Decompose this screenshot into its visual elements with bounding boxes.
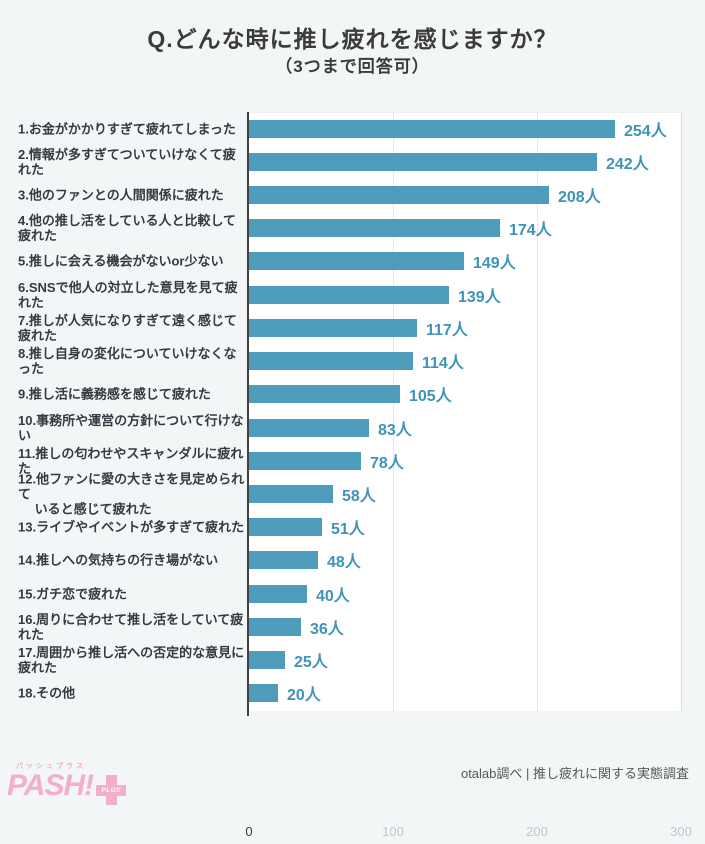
plus-icon-horizontal-bar: PLUS: [96, 785, 127, 796]
bar: [249, 152, 597, 171]
category-label: 12.他ファンに愛の大きさを見定められて いると感じて疲れた: [18, 471, 245, 517]
bar-row: 7.推しが人気になりすぎて遠く感じて疲れた 117人: [0, 311, 705, 344]
bar-chart: 1.お金がかかりすぎて疲れてしまった 254人 2.情報が多すぎてついていけなくて疲…: [0, 112, 705, 839]
category-label: 8.推し自身の変化についていけなくなった: [18, 346, 237, 377]
bar-row: 3.他のファンとの人間関係に疲れた 208人: [0, 178, 705, 211]
value-label: 174人: [509, 222, 552, 240]
bar: [249, 219, 500, 238]
category-label: 17.周囲から推し活への否定的な意見に疲れた: [18, 645, 245, 676]
bar-row: 12.他ファンに愛の大きさを見定められて いると感じて疲れた 58人: [0, 472, 705, 517]
bar-row: 9.推し活に義務感を感じて疲れた 105人: [0, 378, 705, 411]
value-label: 58人: [342, 488, 376, 506]
value-label: 114人: [422, 355, 464, 373]
gridline-100: [393, 113, 394, 711]
category-label: 15.ガチ恋で疲れた: [18, 586, 128, 602]
category-label: 11.推しの匂わせやスキャンダルに疲れた: [18, 445, 244, 476]
page-title: Q.どんな時に推し疲れを感じますか？: [147, 26, 558, 52]
value-label: 48人: [327, 554, 361, 572]
bar-row: 11.推しの匂わせやスキャンダルに疲れた 78人: [0, 444, 705, 477]
value-label: 83人: [378, 421, 412, 439]
bar: [249, 318, 417, 337]
bar-row: 1.お金がかかりすぎて疲れてしまった 254人: [0, 112, 705, 145]
category-label: 9.推し活に義務感を感じて疲れた: [18, 386, 211, 402]
bar-row: 15.ガチ恋で疲れた 40人: [0, 577, 705, 610]
value-label: 149人: [473, 255, 516, 273]
logo-plus-label: PLUS: [101, 787, 121, 794]
value-label: 105人: [409, 388, 452, 406]
x-tick-label: 300: [670, 824, 692, 839]
bar-row: 18.その他 20人: [0, 677, 705, 710]
bar-row: 17.周囲から推し活への否定的な意見に疲れた 25人: [0, 644, 705, 677]
logo-wordmark: PASH!: [7, 769, 94, 802]
category-label: 4.他の推し活をしている人と比較して疲れた: [18, 213, 237, 244]
value-label: 25人: [294, 654, 328, 672]
bar: [249, 684, 278, 703]
bar: [249, 451, 361, 470]
plus-icon: PLUS: [96, 775, 127, 805]
category-label: 18.その他: [18, 685, 76, 701]
bar-row: 10.事務所や運営の方針について行けない 83人: [0, 411, 705, 444]
bar-row: 8.推し自身の変化についていけなくなった 114人: [0, 345, 705, 378]
bar-rows: 1.お金がかかりすぎて疲れてしまった 254人 2.情報が多すぎてついていけなくて疲…: [0, 112, 705, 710]
bar-row: 5.推しに会える機会がないor少ない 149人: [0, 245, 705, 278]
bar: [249, 418, 369, 437]
bar: [249, 617, 301, 636]
bar: [249, 551, 318, 570]
bar: [249, 584, 307, 603]
x-tick-label: 0: [245, 824, 253, 839]
value-label: 78人: [370, 454, 404, 472]
pash-plus-logo: パッシュプラス PASH! PLUS: [7, 761, 127, 805]
bar: [249, 518, 322, 537]
value-label: 20人: [287, 687, 321, 705]
bar-row: 14.推しへの気持ちの行き場がない 48人: [0, 544, 705, 577]
value-label: 117人: [426, 321, 468, 339]
value-label: 208人: [558, 189, 601, 207]
category-label: 1.お金がかかりすぎて疲れてしまった: [18, 121, 236, 137]
value-label: 40人: [316, 587, 350, 605]
category-label: 5.推しに会える機会がないor少ない: [18, 253, 224, 269]
gridline-200: [537, 113, 538, 711]
logo-katakana: パッシュプラス: [16, 763, 86, 770]
x-tick-label: 200: [526, 824, 548, 839]
category-label: 2.情報が多すぎてついていけなくて疲れた: [18, 146, 236, 177]
bar-row: 2.情報が多すぎてついていけなくて疲れた 242人: [0, 145, 705, 178]
bar: [249, 186, 549, 205]
bar-row: 4.他の推し活をしている人と比較して疲れた 174人: [0, 212, 705, 245]
bar-row: 6.SNSで他人の対立した意見を見て疲れた 139人: [0, 278, 705, 311]
value-label: 242人: [606, 155, 649, 173]
page-subtitle: （3つまで回答可）: [275, 57, 430, 76]
plot-area: [249, 112, 682, 711]
bar: [249, 485, 333, 504]
bar: [249, 385, 400, 404]
bar-row: 16.周りに合わせて推し活をしていて疲れた 36人: [0, 610, 705, 643]
bar: [249, 252, 464, 271]
value-label: 254人: [624, 122, 667, 140]
category-label: 16.周りに合わせて推し活をしていて疲れた: [18, 611, 244, 642]
y-axis-line: [247, 112, 249, 716]
bar: [249, 285, 449, 304]
x-tick-label: 100: [382, 824, 404, 839]
source-credit: otalab調べ | 推し疲れに関する実態調査: [460, 766, 689, 781]
category-label: 6.SNSで他人の対立した意見を見て疲れた: [18, 279, 238, 310]
bar: [249, 352, 413, 371]
category-label: 13.ライブやイベントが多すぎて疲れた: [18, 519, 245, 535]
bar-row: 13.ライブやイベントが多すぎて疲れた 51人: [0, 511, 705, 544]
category-label: 7.推しが人気になりすぎて遠く感じて疲れた: [18, 312, 237, 343]
x-axis-ticks: 0 100 200 300: [0, 824, 705, 844]
bar: [249, 651, 285, 670]
category-label: 14.推しへの気持ちの行き場がない: [18, 552, 219, 568]
category-label: 3.他のファンとの人間関係に疲れた: [18, 187, 224, 203]
value-label: 51人: [331, 521, 365, 539]
value-label: 139人: [458, 288, 501, 306]
bar: [249, 119, 615, 138]
value-label: 36人: [310, 620, 344, 638]
category-label: 10.事務所や運営の方針について行けない: [18, 412, 244, 443]
